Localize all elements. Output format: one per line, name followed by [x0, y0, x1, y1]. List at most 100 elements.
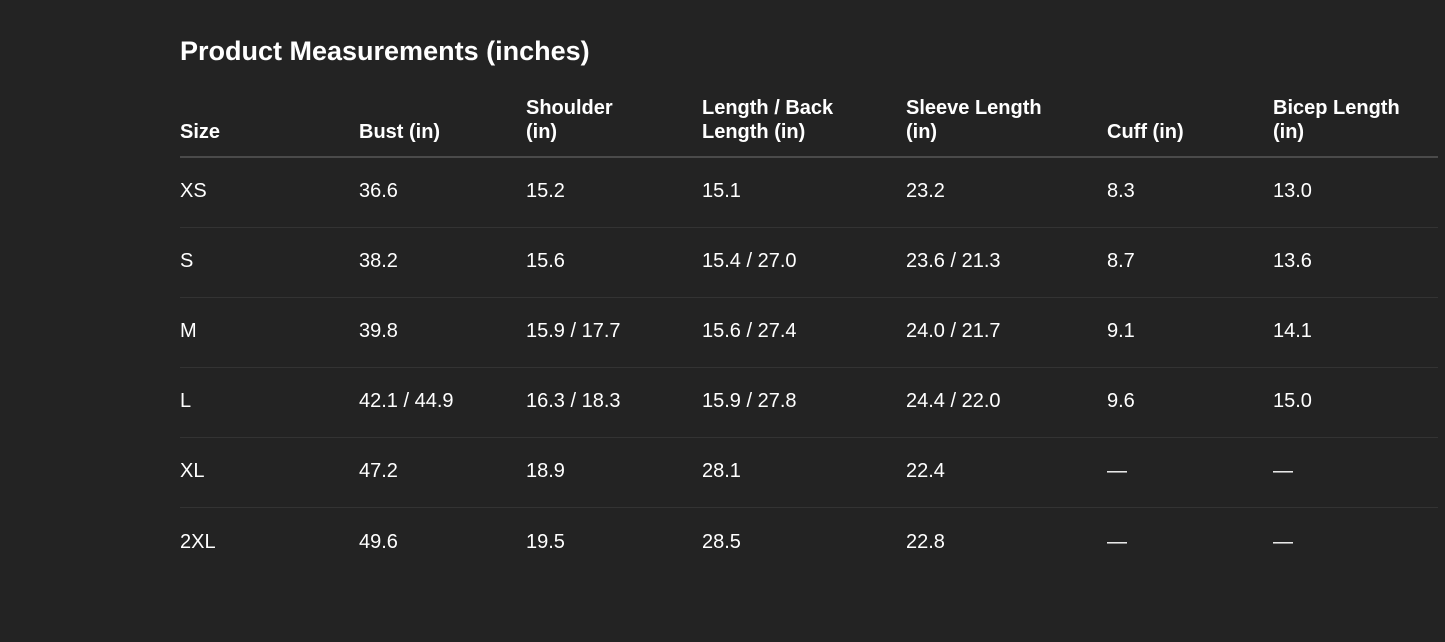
table-cell: —: [1273, 508, 1438, 578]
table-cell-text: 23.6 / 21.3: [906, 250, 1001, 272]
table-cell-text: 16.3 / 18.3: [526, 390, 621, 412]
table-cell-text: —: [1273, 460, 1293, 482]
table-cell: S: [180, 228, 359, 298]
table-cell: 9.1: [1107, 298, 1273, 368]
table-cell-text: M: [180, 320, 197, 342]
table-cell-text: 15.6: [526, 250, 565, 272]
measurement-table: Size Bust (in) Shoulder (in) Length / Back …: [180, 90, 1438, 578]
table-cell: —: [1273, 438, 1438, 508]
table-cell-text: 36.6: [359, 180, 398, 202]
table-cell-text: 13.0: [1273, 180, 1312, 202]
column-header: Length / Back Length (in): [702, 90, 906, 158]
table-cell: 47.2: [359, 438, 526, 508]
table-cell: 15.2: [526, 158, 702, 228]
table-cell: 16.3 / 18.3: [526, 368, 702, 438]
table-cell-text: 18.9: [526, 460, 565, 482]
table-cell: 18.9: [526, 438, 702, 508]
table-cell-text: 15.2: [526, 180, 565, 202]
table-cell-text: 49.6: [359, 530, 398, 553]
table-cell-text: —: [1107, 460, 1127, 482]
table-cell: 24.0 / 21.7: [906, 298, 1107, 368]
table-cell: XL: [180, 438, 359, 508]
table-cell: 42.1 / 44.9: [359, 368, 526, 438]
table-cell-text: 15.9 / 27.8: [702, 390, 797, 412]
table-cell: 38.2: [359, 228, 526, 298]
table-cell: 39.8: [359, 298, 526, 368]
table-cell-text: 28.5: [702, 530, 741, 553]
table-cell-text: 22.8: [906, 530, 945, 553]
table-cell: 13.6: [1273, 228, 1438, 298]
table-cell: 15.1: [702, 158, 906, 228]
table-cell-text: 9.1: [1107, 320, 1135, 342]
column-header-text: Cuff (in): [1107, 121, 1184, 143]
column-header: Size: [180, 90, 359, 158]
table-cell-text: 22.4: [906, 460, 945, 482]
table-cell: 28.1: [702, 438, 906, 508]
table-cell: 15.0: [1273, 368, 1438, 438]
table-cell: —: [1107, 438, 1273, 508]
column-header-text: Sleeve Length (in): [906, 97, 1042, 143]
table-cell: M: [180, 298, 359, 368]
table-cell: 14.1: [1273, 298, 1438, 368]
table-cell: 22.8: [906, 508, 1107, 578]
table-cell: 8.3: [1107, 158, 1273, 228]
table-cell: 19.5: [526, 508, 702, 578]
table-cell: 15.9 / 17.7: [526, 298, 702, 368]
table-cell: 15.4 / 27.0: [702, 228, 906, 298]
table-cell: 15.6 / 27.4: [702, 298, 906, 368]
table-cell-text: 42.1 / 44.9: [359, 390, 454, 412]
table-cell-text: 15.9 / 17.7: [526, 320, 621, 342]
table-cell-text: XL: [180, 460, 205, 482]
table-cell: 15.6: [526, 228, 702, 298]
table-cell: XS: [180, 158, 359, 228]
table-cell-text: 9.6: [1107, 390, 1135, 412]
column-header: Bust (in): [359, 90, 526, 158]
table-cell-text: 39.8: [359, 320, 398, 342]
table-cell-text: 47.2: [359, 460, 398, 482]
table-cell-text: 15.0: [1273, 390, 1312, 412]
table-cell: 49.6: [359, 508, 526, 578]
table-cell: 36.6: [359, 158, 526, 228]
table-cell-text: 24.0 / 21.7: [906, 320, 1001, 342]
table-cell-text: 15.6 / 27.4: [702, 320, 797, 342]
table-cell: 22.4: [906, 438, 1107, 508]
table-cell-text: —: [1273, 530, 1293, 553]
table-cell: 8.7: [1107, 228, 1273, 298]
column-header-text: Bust (in): [359, 121, 441, 143]
title: Product Measurements (inches): [180, 36, 590, 66]
table-cell: 23.2: [906, 158, 1107, 228]
table-cell: 2XL: [180, 508, 359, 578]
column-header-text: Shoulder (in): [526, 97, 613, 143]
column-header: Sleeve Length (in): [906, 90, 1107, 158]
table-cell-text: 24.4 / 22.0: [906, 390, 1001, 412]
table-cell-text: L: [180, 390, 192, 412]
table-cell-text: 2XL: [180, 530, 216, 553]
table-cell: 13.0: [1273, 158, 1438, 228]
table-cell-text: 28.1: [702, 460, 741, 482]
table-cell: —: [1107, 508, 1273, 578]
table-cell-text: 14.1: [1273, 320, 1312, 342]
table-cell: L: [180, 368, 359, 438]
column-header: Shoulder (in): [526, 90, 702, 158]
column-header-text: Length / Back Length (in): [702, 97, 834, 143]
table-cell-text: 19.5: [526, 530, 565, 553]
table-cell-text: 15.4 / 27.0: [702, 250, 797, 272]
table-cell: 23.6 / 21.3: [906, 228, 1107, 298]
column-header-text: Bicep Length (in): [1273, 97, 1400, 143]
table-cell-text: 23.2: [906, 180, 945, 202]
table-cell-text: 15.1: [702, 180, 741, 202]
table-cell-text: 38.2: [359, 250, 398, 272]
table-cell-text: 13.6: [1273, 250, 1312, 272]
table-cell-text: XS: [180, 180, 207, 202]
table-cell-text: S: [180, 250, 194, 272]
table-cell-text: —: [1107, 530, 1127, 553]
column-header-text: Size: [180, 121, 221, 143]
table-cell: 9.6: [1107, 368, 1273, 438]
table-cell: 24.4 / 22.0: [906, 368, 1107, 438]
table-cell-text: 8.7: [1107, 250, 1135, 272]
table-cell: 28.5: [702, 508, 906, 578]
table-cell-text: 8.3: [1107, 180, 1135, 202]
column-header: Cuff (in): [1107, 90, 1273, 158]
column-header: Bicep Length (in): [1273, 90, 1438, 158]
